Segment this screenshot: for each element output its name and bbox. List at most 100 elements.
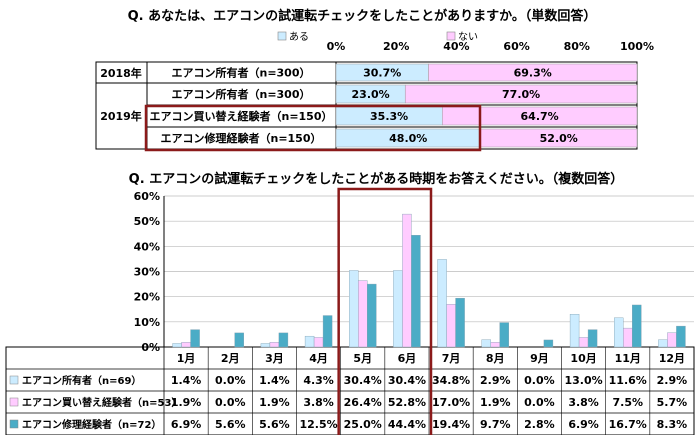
chart2-bar-series-1 [658, 339, 668, 348]
chart2-bar-series-2 [667, 332, 677, 348]
chart2-ytick-label: 30% [134, 266, 160, 279]
chart1-tick-label: 0% [327, 40, 346, 53]
chart2-bar-series-3 [322, 315, 333, 348]
chart2-bar-series-3 [278, 332, 289, 348]
chart2-bar-series-2 [578, 337, 589, 348]
chart1-data-label: 52.0% [540, 132, 578, 145]
chart1-tick-label: 100% [620, 40, 654, 53]
chart2-bar-series-1 [260, 343, 271, 348]
chart1-bar-no [442, 106, 638, 126]
chart2-data-label: 52.8% [388, 396, 426, 409]
chart2-bar-series-2 [490, 342, 500, 348]
chart2-category-label: 7月 [442, 352, 461, 365]
chart1-highlight-box [144, 104, 482, 152]
chart2-data-label: 7.5% [612, 396, 643, 409]
chart2-data-label: 13.0% [564, 374, 602, 387]
chart2-bar-series-3 [587, 329, 598, 348]
chart2-bar-series-1 [349, 270, 359, 348]
chart1-title: Q. あなたは、エアコンの試運転チェックをしたことがありますか。（単数回答） [128, 8, 597, 24]
chart2-bar-series-2 [269, 342, 280, 348]
chart2-bar-series-2 [313, 337, 324, 348]
chart1-tick-label: 20% [383, 40, 409, 53]
chart2-bar-series-1 [614, 317, 624, 348]
chart2-bar-series-2 [446, 304, 456, 348]
chart2-series-name: エアコン所有者（n=69） [22, 374, 141, 387]
year-label-2019: 2019年 [100, 109, 142, 123]
chart2-data-label: 3.8% [303, 396, 334, 409]
chart2-ytick-label: 20% [134, 291, 160, 304]
chart1-data-label: 64.7% [521, 110, 559, 123]
chart2-category-label: 4月 [309, 352, 328, 365]
legend-label-2: ない [458, 31, 478, 43]
legend-swatch-1 [277, 31, 287, 41]
chart1-data-label: 48.0% [389, 132, 427, 145]
chart2-bar-series-1 [304, 335, 315, 348]
chart2-bar-series-1 [393, 270, 403, 348]
chart2-category-label: 6月 [398, 352, 417, 365]
chart2-data-label: 16.7% [609, 418, 647, 431]
chart2-bar-series-2 [623, 327, 633, 348]
chart1-row-label: エアコン所有者（n=300） [171, 87, 310, 101]
chart2-legend-swatch-1 [9, 375, 19, 385]
chart1-row-label: エアコン買い替え経験者（n=150） [149, 109, 332, 123]
chart2-category-label: 8月 [486, 352, 505, 365]
chart2-data-label: 8.3% [657, 418, 688, 431]
chart2-data-label: 5.7% [657, 396, 688, 409]
chart2-data-label: 9.7% [480, 418, 511, 431]
chart1-tick-label: 60% [503, 40, 529, 53]
chart2-bar-series-2 [358, 280, 368, 348]
chart1-data-label: 69.3% [514, 67, 552, 80]
chart2-bar-series-3 [190, 329, 200, 348]
chart2-data-label: 2.8% [524, 418, 555, 431]
chart2-category-label: 10月 [570, 352, 596, 365]
chart1-row-label: エアコン所有者（n=300） [171, 66, 310, 80]
chart2-data-label: 5.6% [259, 418, 290, 431]
year-label-2018: 2018年 [100, 66, 142, 80]
chart1-tick-label: 40% [443, 40, 469, 53]
chart2-ytick-label: 50% [134, 215, 160, 228]
chart2-data-label: 3.8% [568, 396, 599, 409]
chart2-data-label: 25.0% [344, 418, 382, 431]
chart2-category-label: 3月 [265, 352, 284, 365]
chart2-bar-series-2 [402, 213, 412, 348]
chart2-ytick-label: 10% [134, 316, 160, 329]
chart2-data-label: 2.9% [480, 374, 511, 387]
chart1-bar-no [428, 63, 638, 82]
chart2-category-label: 5月 [353, 352, 372, 365]
chart2-bar-series-3 [411, 235, 421, 348]
chart2-data-label: 1.9% [171, 396, 202, 409]
chart2-category-label: 2月 [221, 352, 240, 365]
chart2-bar-series-3 [367, 283, 377, 348]
chart2-bar-series-3 [234, 332, 244, 348]
chart2-category-label: 11月 [615, 352, 641, 365]
chart2-bar-series-3 [543, 339, 554, 348]
chart2-legend-swatch-2 [9, 397, 19, 407]
chart2-data-label: 1.4% [171, 374, 202, 387]
chart2-data-label: 6.9% [171, 418, 202, 431]
chart2-bar-series-1 [172, 343, 182, 348]
chart2-series-name: エアコン修理経験者（n=72） [22, 418, 161, 431]
chart2-data-label: 2.9% [657, 374, 688, 387]
chart2-data-label: 1.9% [259, 396, 290, 409]
legend-swatch-2 [446, 31, 456, 41]
chart2-bar-series-2 [181, 342, 191, 348]
chart1-bar-no [404, 84, 638, 104]
chart2-bar-series-1 [437, 259, 447, 348]
chart2-bar-series-1 [481, 339, 491, 348]
chart2-title: Q. エアコンの試運転チェックをしたことがある時期をお答えください。（複数回答） [129, 171, 624, 187]
chart2-data-label: 0.0% [215, 396, 246, 409]
chart2-bar-series-3 [632, 304, 642, 348]
chart1-data-label: 23.0% [352, 88, 390, 101]
chart2-data-label: 0.0% [524, 374, 555, 387]
chart2-data-label: 30.4% [388, 374, 426, 387]
chart2-data-label: 34.8% [432, 374, 470, 387]
chart1-data-label: 30.7% [363, 67, 401, 80]
chart2-ytick-label: 40% [134, 240, 160, 253]
chart2-data-label: 19.4% [432, 418, 470, 431]
chart2-data-label: 17.0% [432, 396, 470, 409]
chart2-category-label: 12月 [659, 352, 685, 365]
chart2-data-label: 1.9% [480, 396, 511, 409]
chart2-data-label: 5.6% [215, 418, 246, 431]
chart2-ytick-label: 60% [134, 190, 160, 203]
